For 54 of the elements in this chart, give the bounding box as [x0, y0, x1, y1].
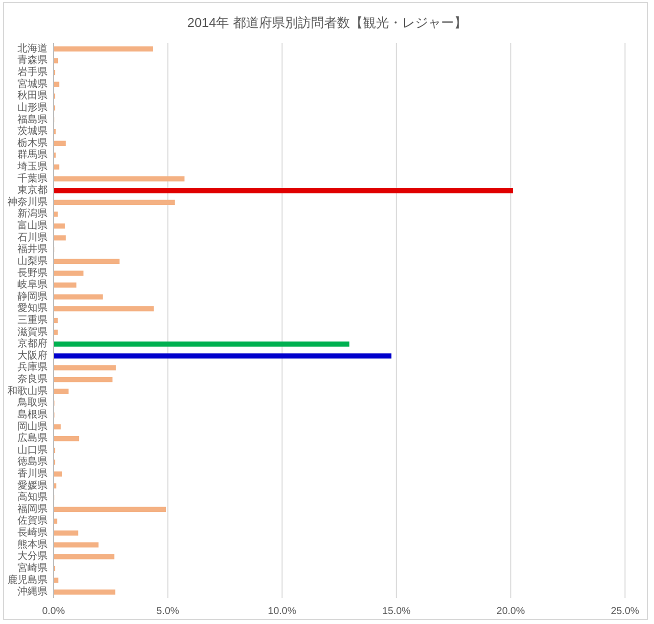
- y-tick-label: 大阪府: [18, 349, 48, 362]
- y-tick-label: 滋賀県: [18, 326, 48, 338]
- y-tick-label: 兵庫県: [18, 361, 48, 374]
- y-tick-label: 山口県: [18, 444, 48, 456]
- y-tick-label: 福岡県: [18, 502, 48, 515]
- y-tick-label: 三重県: [18, 314, 48, 326]
- y-tick-label: 群馬県: [18, 148, 48, 161]
- y-tick-label: 香川県: [18, 468, 48, 480]
- y-tick-label: 熊本県: [18, 538, 48, 550]
- y-tick-label: 高知県: [18, 491, 48, 504]
- y-tick-label: 徳島県: [18, 456, 48, 468]
- y-tick-label: 奈良県: [18, 373, 48, 386]
- y-tick-label: 山形県: [18, 101, 48, 114]
- y-tick-label: 島根県: [18, 408, 48, 420]
- y-tick-label: 富山県: [18, 220, 48, 232]
- y-tick-label: 佐賀県: [18, 514, 48, 527]
- y-tick-label: 長野県: [18, 268, 48, 279]
- y-tick-label: 北海道: [18, 42, 48, 54]
- y-tick-label: 福井県: [18, 243, 48, 256]
- y-tick-label: 沖縄県: [18, 586, 48, 598]
- y-tick-label: 岐阜県: [18, 278, 48, 291]
- x-tick-label: 0.0%: [42, 606, 66, 617]
- y-tick-label: 茨城県: [18, 125, 48, 138]
- y-tick-label: 青森県: [18, 54, 48, 66]
- y-tick-label: 栃木県: [18, 136, 48, 149]
- y-tick-label: 石川県: [18, 231, 48, 244]
- y-tick-label: 東京都: [18, 184, 48, 196]
- y-tick-label: 埼玉県: [16, 160, 48, 172]
- y-tick-label: 岡山県: [18, 420, 48, 432]
- y-tick-label: 福島県: [18, 113, 48, 126]
- y-tick-label: 宮城県: [18, 78, 48, 90]
- y-tick-label: 宮崎県: [18, 562, 48, 574]
- y-tick-label: 山梨県: [18, 254, 48, 267]
- y-tick-label: 新潟県: [18, 208, 48, 220]
- y-tick-label: 広島県: [18, 432, 48, 444]
- x-tick-label: 10.0%: [268, 606, 296, 617]
- x-tick-label: 15.0%: [382, 606, 411, 617]
- y-tick-label: 静岡県: [18, 290, 48, 302]
- y-tick-label: 千葉県: [18, 172, 48, 184]
- y-tick-label: 鳥取県: [16, 396, 48, 409]
- y-tick-label: 京都府: [18, 338, 48, 350]
- y-tick-label: 岩手県: [18, 66, 48, 78]
- y-tick-label: 愛知県: [18, 302, 48, 314]
- y-tick-label: 神奈川県: [8, 196, 48, 208]
- y-tick-label: 大分県: [18, 550, 48, 562]
- y-tick-label: 鹿児島県: [8, 574, 48, 586]
- y-tick-label: 和歌山県: [8, 384, 48, 397]
- x-tick-label: 5.0%: [156, 606, 180, 617]
- y-tick-label: 秋田県: [18, 90, 48, 102]
- x-tick-label: 25.0%: [610, 606, 640, 617]
- y-tick-label: 長崎県: [18, 526, 48, 539]
- x-tick-label: 20.0%: [496, 606, 525, 617]
- y-tick-label: 愛媛県: [18, 479, 48, 492]
- title: 2014年 都道府県別訪問者数【観光・レジャー】: [187, 15, 467, 30]
